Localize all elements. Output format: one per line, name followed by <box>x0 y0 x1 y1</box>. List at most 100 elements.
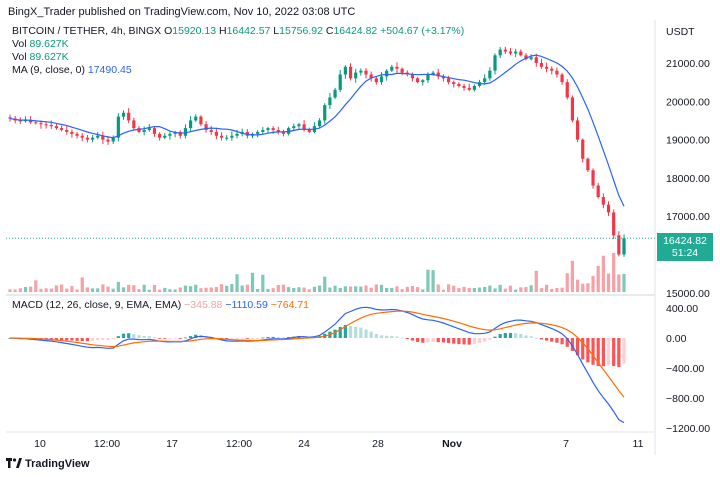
candle-body <box>488 70 492 79</box>
macd-histogram-bar <box>127 333 131 338</box>
candle-body <box>261 130 265 132</box>
ma-legend[interactable]: MA (9, close, 0) 17490.45 <box>12 64 132 77</box>
last-price-value: 16424.82 <box>663 235 707 247</box>
volume-bar <box>467 287 471 292</box>
candle-body <box>297 124 301 127</box>
candle-body <box>508 51 513 54</box>
volume-bar <box>519 287 523 292</box>
macd-histogram-bar <box>230 338 234 340</box>
publish-date: published on TradingView.com, Nov 10, 20… <box>78 6 356 18</box>
macd-histogram-bar <box>493 336 497 338</box>
candle-body <box>276 130 280 132</box>
volume-bar <box>225 285 229 292</box>
volume-bar <box>44 288 48 292</box>
macd-histogram-bar <box>70 338 74 341</box>
macd-histogram-bar <box>266 336 270 338</box>
macd-histogram-bar <box>54 338 59 340</box>
volume-bar <box>256 288 260 292</box>
macd-histogram-bar <box>446 338 451 344</box>
vol-legend-1[interactable]: Vol 89.627K <box>12 38 69 51</box>
candle-body <box>127 112 131 121</box>
macd-histogram-bar <box>550 338 554 342</box>
volume-bar <box>622 274 626 292</box>
candle-body <box>364 70 368 75</box>
volume-bar <box>178 287 182 292</box>
volume-bar <box>338 287 342 292</box>
macd-histogram-bar <box>467 338 471 345</box>
volume-bar <box>194 284 198 292</box>
candle-body <box>271 128 275 131</box>
macd-histogram-bar <box>59 338 64 341</box>
macd-histogram-bar <box>483 338 487 342</box>
macd-histogram-bar <box>44 338 48 340</box>
volume-bar <box>245 284 249 292</box>
vol-label: Vol <box>12 38 27 50</box>
time-axis-tick: Nov <box>442 438 462 450</box>
volume-bar <box>219 284 224 292</box>
candle-body <box>142 130 146 132</box>
time-axis-tick: 10 <box>34 438 46 450</box>
volume-bar <box>287 287 291 292</box>
candle-body <box>168 133 172 136</box>
macd-histogram-bar <box>390 335 394 338</box>
price-axis-tick: 20000.00 <box>666 96 710 108</box>
candle-body <box>452 82 456 85</box>
candle-body <box>225 137 229 139</box>
candle-body <box>101 135 105 140</box>
candle-body <box>121 112 126 117</box>
close-label: C <box>325 25 334 37</box>
macd-histogram-bar <box>256 338 260 339</box>
vol-legend-2[interactable]: Vol 89.627K <box>12 51 69 64</box>
macd-histogram-bar <box>121 333 126 338</box>
time-axis-tick: 12:00 <box>94 438 120 450</box>
macd-histogram-bar <box>545 338 549 341</box>
volume-bar <box>271 288 275 292</box>
publisher-name[interactable]: BingX_Trader <box>8 6 76 18</box>
candle-body <box>199 116 203 125</box>
vol-value: 89.627K <box>29 51 69 63</box>
macd-histogram-bar <box>96 338 100 341</box>
candle-body <box>29 119 33 123</box>
volume-bar <box>421 289 425 292</box>
candle-body <box>80 135 84 138</box>
candle-body <box>514 51 518 54</box>
candle-body <box>152 128 157 134</box>
volume-bar <box>483 286 487 292</box>
candle-body <box>416 78 420 83</box>
volume-bar <box>54 285 59 292</box>
candle-body <box>302 124 306 131</box>
macd-histogram-bar <box>271 336 275 338</box>
candle-body <box>374 78 378 83</box>
volume-bar <box>85 287 89 292</box>
volume-bar <box>65 288 69 292</box>
macd-histogram-bar <box>333 329 337 338</box>
candle-body <box>65 130 69 132</box>
volume-bar <box>446 284 451 292</box>
macd-histogram-bar <box>534 337 538 339</box>
volume-bar <box>13 289 17 292</box>
volume-bar <box>297 287 301 292</box>
macd-histogram-bar <box>106 338 110 341</box>
candle-body <box>591 170 595 186</box>
macd-legend[interactable]: MACD (12, 26, close, 9, EMA, EMA) −345.8… <box>12 299 309 312</box>
volume-bar <box>416 287 420 292</box>
candle-body <box>235 133 239 136</box>
volume-bar <box>240 285 244 292</box>
tradingview-logo[interactable]: TradingView <box>6 458 90 470</box>
volume-bar <box>312 286 317 292</box>
volume-bar <box>493 288 497 292</box>
candle-body <box>359 70 363 73</box>
volume-bar <box>235 274 239 292</box>
macd-histogram-bar <box>359 327 363 338</box>
candle-body <box>328 97 332 106</box>
bar-countdown: 51:24 <box>671 247 699 259</box>
macd-histogram-bar <box>503 333 507 338</box>
volume-bar <box>132 285 136 292</box>
candle-body <box>550 68 554 71</box>
macd-histogram-bar <box>591 338 595 365</box>
volume-bar <box>498 284 502 292</box>
symbol-name[interactable]: BITCOIN / TETHER, 4h, BINGX <box>12 25 162 37</box>
volume-bar <box>121 287 126 292</box>
candle-body <box>54 126 59 129</box>
